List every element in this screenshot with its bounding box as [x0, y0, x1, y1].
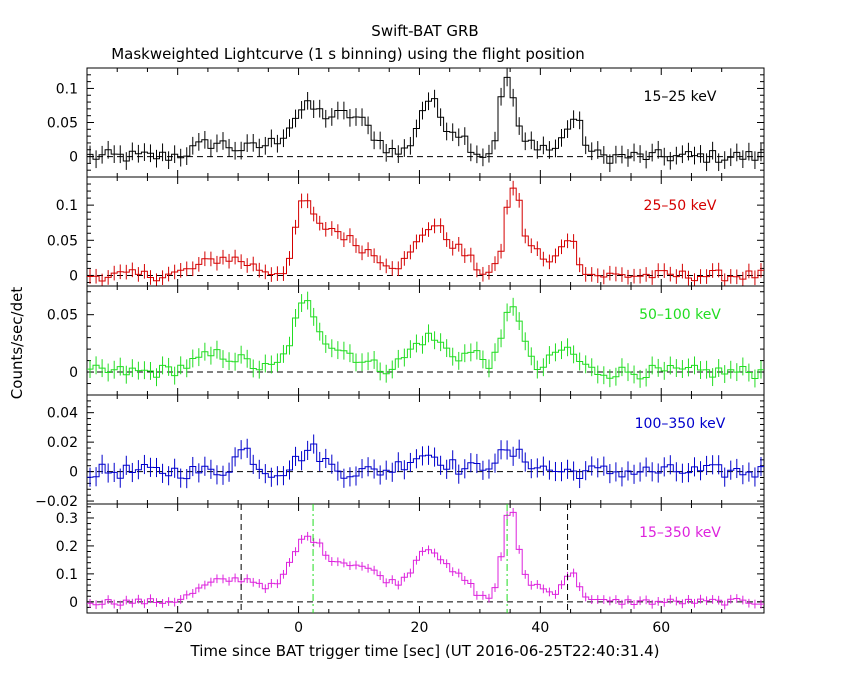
y-tick-label: 0.04	[47, 406, 78, 422]
band-label: 15–25 keV	[644, 89, 717, 105]
panel-2: 0 0.05 0.1 25–50 keV	[47, 176, 765, 287]
y-axis-title: Counts/sec/det	[8, 287, 26, 400]
panel-frame	[86, 67, 765, 178]
chart-subtitle: Maskweighted Lightcurve (1 s binning) us…	[111, 45, 585, 63]
y-tick-label: 0.05	[47, 233, 78, 249]
band-label: 25–50 keV	[644, 198, 717, 214]
x-tick-label: −20	[163, 620, 193, 636]
x-tick-label: 40	[531, 620, 549, 636]
panels-group: 0 0.05 0.1 15–25 keV 0 0.05 0.1 25–50 keV 0 0.05 5…	[35, 67, 765, 636]
panel-5: 0 0.1 0.2 0.3 15–350 keV −20 0 20 40 60	[56, 503, 765, 636]
y-tick-label: 0	[69, 595, 78, 611]
y-tick-label: 0	[69, 465, 78, 481]
chart-title: Swift-BAT GRB	[371, 22, 478, 40]
y-tick-label: 0	[69, 365, 78, 381]
panel-4: −0.02 0 0.02 0.04 100–350 keV	[35, 394, 765, 510]
y-tick-label: 0.1	[56, 567, 78, 583]
y-tick-label: 0.3	[56, 511, 78, 527]
panel-frame	[86, 394, 765, 505]
error-bars	[89, 508, 762, 610]
series-line	[87, 443, 764, 480]
series-line	[87, 300, 764, 380]
y-tick-label: 0.05	[47, 116, 78, 132]
y-tick-label: 0.05	[47, 308, 78, 324]
y-tick-label: 0.1	[56, 81, 78, 97]
series-line	[87, 511, 764, 606]
x-axis-title: Time since BAT trigger time [sec] (UT 20…	[190, 642, 660, 660]
panel-frame	[86, 503, 765, 614]
y-tick-label: −0.02	[35, 494, 78, 510]
error-bars	[89, 434, 762, 489]
series-line	[87, 76, 764, 164]
band-label: 50–100 keV	[639, 307, 721, 323]
y-tick-label: 0.02	[47, 435, 78, 451]
x-tick-label: 60	[652, 620, 670, 636]
series-line	[87, 187, 764, 282]
band-label: 15–350 keV	[639, 525, 721, 541]
y-tick-label: 0.2	[56, 539, 78, 555]
y-tick-label: 0.1	[56, 198, 78, 214]
panel-1: 0 0.05 0.1 15–25 keV	[47, 67, 765, 178]
panel-3: 0 0.05 50–100 keV	[47, 285, 765, 396]
y-tick-label: 0	[69, 150, 78, 166]
x-tick-label: 0	[294, 620, 303, 636]
band-label: 100–350 keV	[635, 416, 726, 432]
x-tick-label: 20	[411, 620, 429, 636]
y-tick-label: 0	[69, 268, 78, 284]
